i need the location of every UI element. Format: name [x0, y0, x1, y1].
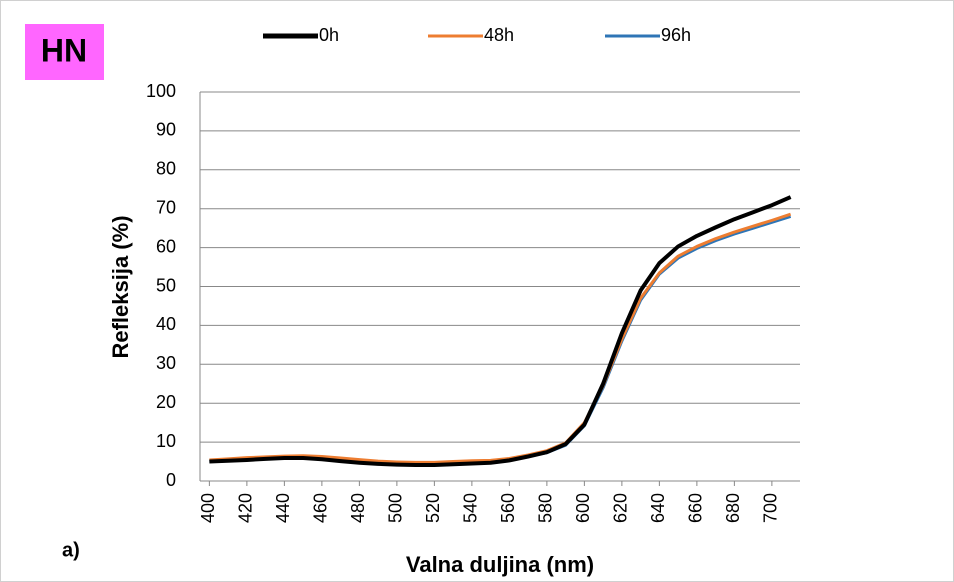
x-tick-label: 580 [536, 493, 556, 523]
panel-name: HN [41, 32, 87, 68]
y-tick-label: 40 [156, 314, 176, 334]
y-tick-label: 90 [156, 120, 176, 140]
y-tick-label: 30 [156, 353, 176, 373]
y-tick-label: 100 [146, 81, 176, 101]
x-tick-label: 540 [461, 493, 481, 523]
panel-badge [25, 24, 104, 80]
x-tick-label: 420 [236, 493, 256, 523]
y-tick-label: 70 [156, 197, 176, 217]
y-tick-label: 50 [156, 275, 176, 295]
x-tick-label: 700 [761, 493, 781, 523]
legend-label: 48h [484, 25, 514, 45]
y-axis-label: Refleksija (%) [108, 215, 133, 358]
y-tick-label: 20 [156, 392, 176, 412]
panel-letter: a) [62, 539, 80, 561]
x-tick-label: 460 [311, 493, 331, 523]
y-tick-label: 60 [156, 236, 176, 256]
x-axis-label: Valna duljina (nm) [406, 552, 594, 577]
y-tick-label: 0 [166, 470, 176, 490]
x-tick-label: 480 [348, 493, 368, 523]
y-tick-label: 10 [156, 431, 176, 451]
x-tick-label: 680 [723, 493, 743, 523]
x-tick-label: 500 [386, 493, 406, 523]
x-tick-label: 560 [498, 493, 518, 523]
legend-label: 96h [661, 25, 691, 45]
legend-label: 0h [319, 25, 339, 45]
x-tick-label: 520 [423, 493, 443, 523]
x-tick-label: 620 [611, 493, 631, 523]
x-tick-label: 440 [273, 493, 293, 523]
series-line [209, 195, 792, 468]
x-tick-label: 400 [198, 493, 218, 523]
y-tick-label: 80 [156, 159, 176, 179]
x-tick-label: 660 [686, 493, 706, 523]
x-tick-label: 600 [573, 493, 593, 523]
series-line [209, 212, 792, 464]
x-tick-label: 640 [648, 493, 668, 523]
